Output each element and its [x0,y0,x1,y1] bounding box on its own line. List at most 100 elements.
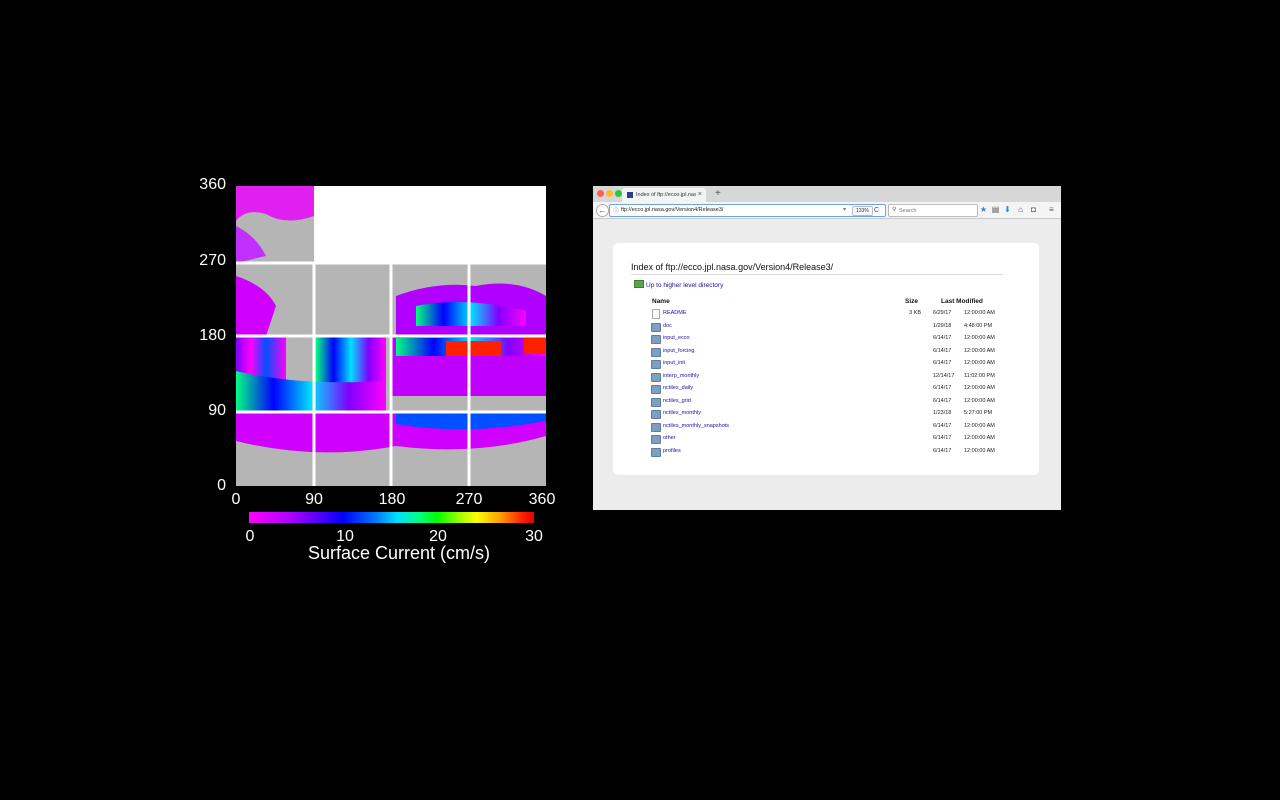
reading-list-icon[interactable]: ▤ [991,205,1000,214]
table-row[interactable]: nctiles_monthly 1/23/18 5:27:00 PM [651,410,1011,422]
y-tick-label: 360 [199,176,226,193]
table-row[interactable]: README 3 KB 6/29/17 12:00:00 AM [651,309,1011,322]
table-row[interactable]: other 6/14/17 12:00:00 AM [651,435,1011,447]
table-row[interactable]: nctiles_grid 6/14/17 12:00:00 AM [651,397,1011,410]
entry-date: 6/14/17 [933,397,952,404]
entry-date: 6/29/17 [933,310,952,316]
entry-name-link[interactable]: README [663,310,687,316]
surface-current-heatmap [236,186,546,486]
page-content: Index of ftp://ecco.jpl.nasa.gov/Version… [593,219,1061,510]
search-box[interactable]: ⚲ [888,204,978,217]
folder-icon [651,372,661,382]
entry-date: 6/14/17 [933,385,952,391]
download-icon[interactable]: ⬇ [1004,205,1011,214]
entry-time: 12:00:00 AM [964,422,995,429]
folder-icon [651,447,661,457]
entry-name-link[interactable]: profiles [663,447,681,454]
url-dropdown-icon[interactable]: ▾ [843,207,847,213]
column-header-size[interactable]: Size [905,298,919,305]
tab-title: Index of ftp://ecco.jpl.nasa... [636,192,696,198]
home-icon[interactable]: ⌂ [1018,205,1023,214]
colorbar [249,512,534,523]
column-header-modified[interactable]: Last Modified [941,298,983,305]
entry-date: 6/14/17 [933,360,952,366]
entry-time: 12:00:00 AM [964,360,995,366]
entry-name-link[interactable]: input_forcing [663,347,695,354]
folder-icon [651,410,661,419]
entry-time: 12:00:00 AM [964,347,995,354]
y-tick-label: 0 [217,477,226,494]
maximize-window-button[interactable] [615,190,622,197]
entry-name-link[interactable]: nctiles_grid [663,397,691,404]
entry-name-link[interactable]: interp_monthly [663,372,700,379]
tab-close-icon[interactable]: × [697,191,702,198]
browser-window: Index of ftp://ecco.jpl.nasa... × + ← ⓘ … [593,186,1061,510]
entry-time: 5:27:00 PM [964,410,993,416]
folder-icon [651,385,661,394]
entry-date: 6/14/17 [933,347,952,354]
colorbar-tick-label: 0 [245,528,255,545]
colorbar-tick-label: 20 [429,528,447,545]
entry-name-link[interactable]: input_ecco [663,335,690,341]
table-row[interactable]: doc 1/29/18 4:48:00 PM [651,322,1011,335]
table-row[interactable]: input_ecco 6/14/17 12:00:00 AM [651,335,1011,347]
new-tab-button[interactable]: + [715,188,721,199]
pocket-icon[interactable]: ◘ [1031,205,1036,214]
colorbar-tick-label: 10 [336,528,354,545]
x-tick-label: 90 [305,491,323,508]
table-row[interactable]: input_forcing 6/14/17 12:00:00 AM [651,347,1011,360]
folder-icon [651,347,661,357]
x-tick-label: 180 [378,491,406,508]
entry-date: 1/23/18 [933,410,952,416]
browser-tab[interactable]: Index of ftp://ecco.jpl.nasa... × [622,188,706,202]
x-tick-label: 360 [528,491,556,508]
entry-time: 12:00:00 AM [964,385,995,391]
table-row[interactable]: input_init 6/14/17 12:00:00 AM [651,360,1011,372]
entry-time: 12:00:00 AM [964,310,995,316]
table-row[interactable]: interp_monthly 12/14/17 11:02:00 PM [651,372,1011,385]
close-window-button[interactable] [597,190,604,197]
table-row[interactable]: nctiles_daily 6/14/17 12:00:00 AM [651,385,1011,397]
zoom-indicator[interactable]: 133% [852,206,873,216]
search-input[interactable] [899,205,973,216]
entry-date: 6/14/17 [933,447,952,454]
folder-icon [651,360,661,369]
back-button[interactable]: ← [596,204,609,217]
entry-name-link[interactable]: nctiles_monthly_snapshots [663,422,730,429]
y-tick-label: 90 [208,402,226,419]
entry-date: 6/14/17 [933,335,952,341]
entry-name-link[interactable]: nctiles_daily [663,385,693,391]
reload-button[interactable]: C [874,207,880,214]
up-folder-icon [634,280,644,288]
x-tick-label: 270 [455,491,483,508]
entry-time: 12:00:00 AM [964,435,995,441]
up-directory-link[interactable]: Up to higher level directory [634,280,723,289]
tab-bar: Index of ftp://ecco.jpl.nasa... × + [593,186,1061,202]
entry-name-link[interactable]: input_init [663,360,686,366]
entry-date: 6/14/17 [933,435,952,441]
entry-time: 4:48:00 PM [964,322,993,329]
column-header-name[interactable]: Name [652,298,670,305]
folder-icon [651,322,661,332]
minimize-window-button[interactable] [606,190,613,197]
up-directory-label[interactable]: Up to higher level directory [646,282,724,289]
entry-name-link[interactable]: other [663,435,676,441]
entry-name-link[interactable]: nctiles_monthly [663,410,701,416]
table-row[interactable]: profiles 6/14/17 12:00:00 AM [651,447,1011,460]
info-icon[interactable]: ⓘ [613,209,620,215]
folder-icon [651,335,661,344]
url-text[interactable]: ftp://ecco.jpl.nasa.gov/Version4/Release… [621,207,724,213]
entry-time: 12:00:00 AM [964,397,995,404]
entry-time: 12:00:00 AM [964,447,995,454]
menu-icon[interactable]: ≡ [1049,205,1054,214]
colorbar-label: Surface Current (cm/s) [307,543,491,563]
table-row[interactable]: nctiles_monthly_snapshots 6/14/17 12:00:00… [651,422,1011,435]
entry-date: 6/14/17 [933,422,952,429]
star-icon[interactable]: ★ [979,205,988,214]
directory-listing-card: Index of ftp://ecco.jpl.nasa.gov/Version… [613,243,1039,475]
colorbar-tick-label: 30 [525,528,543,545]
entry-size: 3 KB [909,310,921,316]
url-bar[interactable]: ⓘ ftp://ecco.jpl.nasa.gov/Version4/Relea… [609,204,886,217]
entry-date: 12/14/17 [933,372,955,379]
entry-name-link[interactable]: doc [663,322,672,329]
